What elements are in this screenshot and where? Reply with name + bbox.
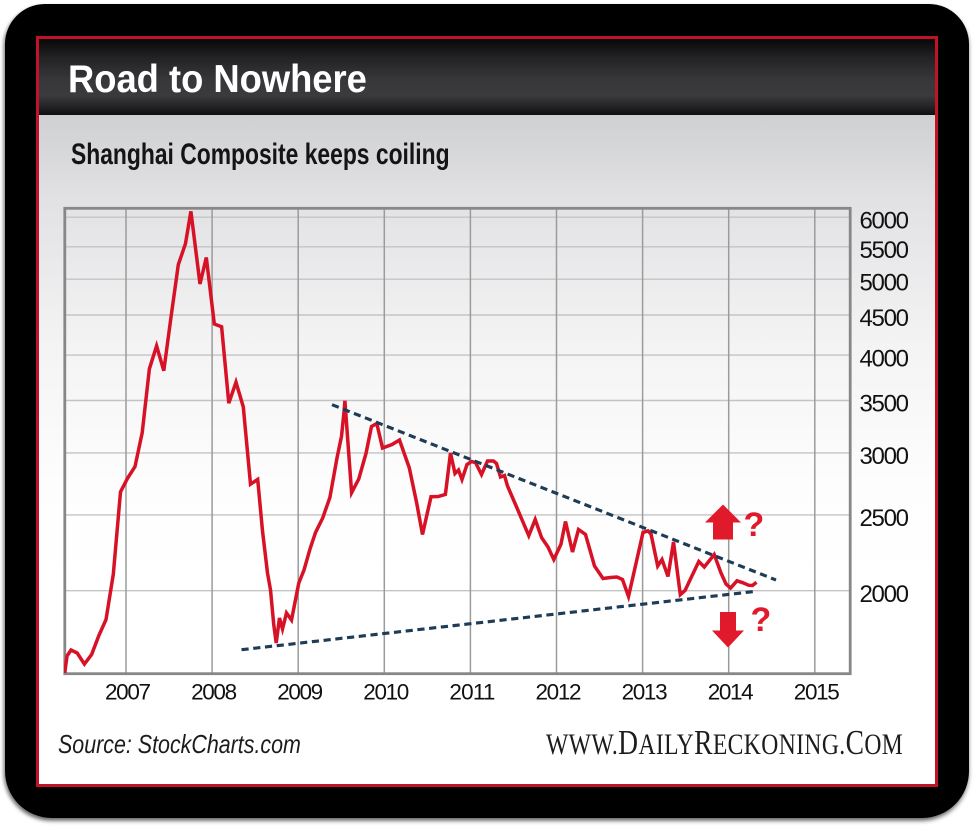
svg-text:3500: 3500 xyxy=(860,391,910,418)
svg-text:2012: 2012 xyxy=(536,679,582,704)
svg-text:?: ? xyxy=(744,506,765,544)
svg-text:2011: 2011 xyxy=(449,679,495,704)
svg-text:5500: 5500 xyxy=(860,237,910,264)
svg-text:6000: 6000 xyxy=(860,207,910,234)
svg-text:2008: 2008 xyxy=(191,679,237,704)
svg-text:4000: 4000 xyxy=(860,345,910,372)
svg-text:2007: 2007 xyxy=(105,679,151,704)
svg-text:2500: 2500 xyxy=(860,505,910,532)
svg-text:2013: 2013 xyxy=(622,679,668,704)
svg-text:2009: 2009 xyxy=(277,679,323,704)
svg-text:3000: 3000 xyxy=(860,443,910,470)
svg-text:2000: 2000 xyxy=(860,581,910,608)
svg-text:5000: 5000 xyxy=(860,269,910,296)
svg-text:2014: 2014 xyxy=(708,679,754,704)
svg-text:?: ? xyxy=(751,601,772,639)
svg-text:2010: 2010 xyxy=(363,679,409,704)
svg-text:4500: 4500 xyxy=(860,305,910,332)
svg-text:2015: 2015 xyxy=(794,679,840,704)
